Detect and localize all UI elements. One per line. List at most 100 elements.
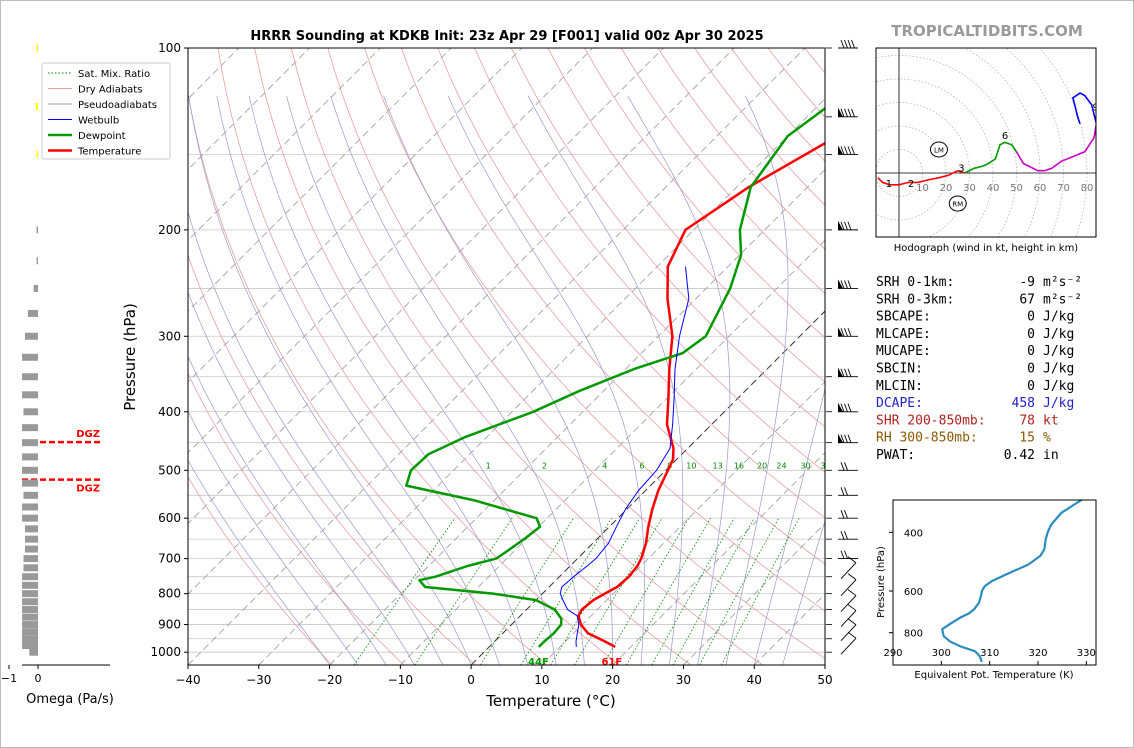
omega-bar	[22, 439, 38, 447]
x-tick-label: −40	[175, 673, 200, 687]
omega-bar	[36, 257, 38, 265]
omega-bar	[36, 226, 38, 234]
omega-bar	[22, 590, 38, 598]
index-label: MLCAPE:	[876, 327, 931, 342]
omega-bar	[22, 635, 38, 643]
dry-adiabat-line	[188, 254, 476, 665]
x-tick-label: 20	[605, 673, 620, 687]
omega-bar	[29, 648, 38, 656]
pseudoadiabat-line	[383, 95, 614, 665]
theta-e-x-axis-label: Equivalent Pot. Temperature (K)	[914, 670, 1073, 681]
theta-e-y-tick-label: 400	[904, 528, 923, 539]
pseudoadiabat-line	[248, 95, 529, 665]
wind-barb-feather	[840, 462, 845, 471]
hodograph-ring-label: 80	[1081, 183, 1094, 194]
wind-barb-staff	[840, 637, 857, 655]
x-tick-label: −20	[317, 673, 342, 687]
omega-bar	[22, 453, 38, 461]
isotherm-line	[188, 48, 452, 312]
pseudoadiabat-line	[188, 459, 330, 665]
omega-bar	[22, 373, 38, 381]
wind-barb-feather	[840, 487, 845, 496]
mixing-ratio-line	[574, 517, 663, 665]
wind-barb-pennant	[838, 367, 843, 377]
index-unit: J/kg	[1043, 344, 1074, 359]
dry-adiabat-line	[510, 48, 825, 428]
isotherm-line	[188, 48, 593, 454]
surface-dewpoint-label: 44F	[528, 657, 549, 668]
omega-bar	[22, 606, 38, 614]
wind-barb-feather	[847, 328, 852, 337]
omega-bar	[22, 391, 38, 399]
wind-barb	[826, 589, 857, 612]
wind-barb	[826, 531, 858, 540]
pseudoadiabat-line	[725, 95, 789, 665]
x-axis-label: Temperature (°C)	[485, 692, 615, 710]
omega-bar	[22, 621, 38, 629]
theta-e-plot: 290 300 310 320 330 400 600 800	[883, 499, 1097, 666]
isotherm-line	[188, 48, 310, 171]
pseudoadiabat-line	[782, 519, 825, 665]
wind-barb-feather	[847, 221, 852, 231]
mixing-ratio-label: 6	[640, 461, 645, 470]
wind-barb-staff	[840, 562, 857, 580]
wind-barb-feather	[840, 531, 845, 540]
index-label: DCAPE:	[876, 396, 923, 411]
wind-barb	[826, 631, 857, 655]
hodograph-trace	[877, 169, 966, 186]
hodograph-ring-label: 30	[963, 183, 976, 194]
omega-bar	[24, 535, 38, 543]
omega-bar	[33, 284, 38, 292]
omega-axis-label: Omega (Pa/s)	[26, 692, 114, 707]
mixing-ratio-line	[626, 517, 711, 665]
index-unit: J/kg	[1043, 310, 1074, 325]
theta-e-y-tick-label: 600	[904, 587, 923, 598]
hodograph-marker-label: RM	[952, 201, 963, 209]
wind-barb	[826, 402, 858, 413]
pseudoadiabat-line	[216, 95, 500, 665]
legend-label: Dry Adiabats	[78, 85, 142, 96]
wind-barb-feather	[844, 108, 848, 118]
hodograph-trace	[964, 141, 1018, 174]
hodograph-ring-label: 20	[940, 183, 953, 194]
hodograph-plot: 10 20 30 40 50 60 70 80 1 2 3 6 9 LM RM	[875, 47, 1099, 238]
isotherm-line	[188, 48, 523, 383]
mixing-ratio-label: 20	[757, 461, 767, 470]
hodograph-marker-label: LM	[934, 147, 944, 155]
y-tick-label: 700	[158, 552, 181, 566]
wind-barb-staff	[840, 595, 857, 612]
theta-e-inner	[941, 500, 1083, 663]
index-unit: J/kg	[1043, 379, 1074, 394]
wind-barb	[826, 509, 858, 519]
wind-barb-feather	[840, 434, 845, 443]
hodograph-height-label: 9	[1093, 102, 1099, 113]
wind-barb-feather	[844, 531, 848, 540]
index-label: SBCIN:	[876, 362, 923, 377]
legend-box	[41, 62, 171, 160]
dry-adiabat-line	[327, 48, 825, 660]
pseudoadiabat-line	[527, 95, 684, 665]
index-label: MLCIN:	[876, 379, 923, 394]
legend-label: Temperature	[77, 147, 141, 158]
mixing-ratio-line	[520, 517, 613, 665]
dry-adiabat-line	[188, 476, 333, 665]
theta-e-x-tick-label: 310	[980, 648, 999, 659]
wind-barb-feather	[844, 280, 848, 289]
theta-e-y-tick-label: 800	[904, 629, 923, 640]
mixing-ratio-label: 1	[486, 461, 491, 470]
wind-barb-feather	[840, 221, 845, 231]
wind-barb	[826, 279, 858, 289]
mixing-ratio-line	[721, 518, 800, 665]
theta-e-y-axis-label: Pressure (hPa)	[876, 546, 887, 618]
omega-bar	[22, 503, 38, 511]
dry-adiabat-line	[804, 48, 825, 74]
hodograph-inner: 10 20 30 40 50 60 70 80 1 2 3 6 9 LM RM	[876, 48, 1099, 237]
y-tick-label: 100	[158, 41, 181, 55]
wind-barb-feather	[847, 368, 852, 377]
omega-bar	[22, 573, 38, 581]
isotherm-line	[612, 452, 825, 665]
index-unit: m²s⁻²	[1043, 275, 1082, 290]
wind-barb-feather	[847, 434, 852, 443]
pseudoadiabat-line	[188, 95, 472, 665]
